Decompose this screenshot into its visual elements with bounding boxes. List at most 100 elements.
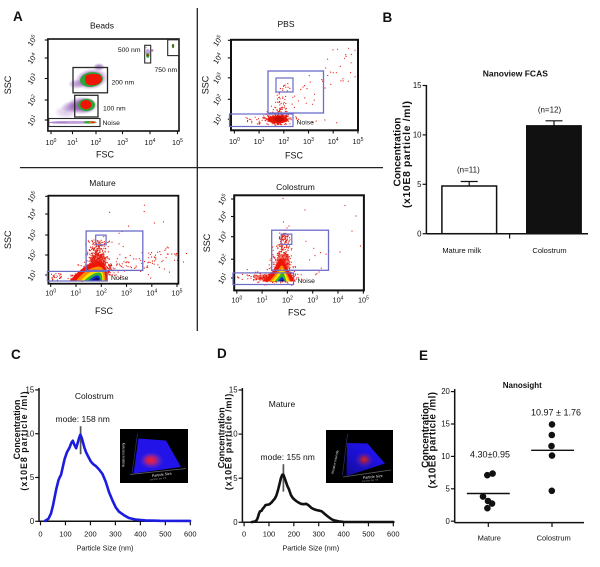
svg-text:103: 103 xyxy=(216,230,230,244)
svg-text:(n=11): (n=11) xyxy=(457,166,480,175)
svg-text:10: 10 xyxy=(413,131,422,140)
svg-text:0: 0 xyxy=(233,518,238,527)
svg-text:100: 100 xyxy=(263,530,276,539)
svg-text:Concentration: Concentration xyxy=(12,400,22,460)
svg-text:400: 400 xyxy=(337,530,350,539)
svg-text:100: 100 xyxy=(45,289,56,298)
svg-text:104: 104 xyxy=(26,207,40,221)
svg-text:(number per ml): (number per ml) xyxy=(150,476,167,481)
svg-text:104: 104 xyxy=(146,289,157,298)
svg-text:A: A xyxy=(13,9,23,24)
svg-text:FSC: FSC xyxy=(95,306,114,316)
svg-text:101: 101 xyxy=(67,138,78,147)
svg-text:100: 100 xyxy=(231,296,242,305)
svg-text:102: 102 xyxy=(216,253,230,267)
svg-text:100 nm: 100 nm xyxy=(103,106,126,113)
svg-text:Colostrum: Colostrum xyxy=(532,246,566,255)
svg-text:Particle Size (nm): Particle Size (nm) xyxy=(282,544,339,553)
svg-text:0: 0 xyxy=(30,517,35,526)
svg-text:105: 105 xyxy=(26,190,40,204)
svg-text:200 nm: 200 nm xyxy=(112,80,135,87)
svg-text:SSC: SSC xyxy=(3,230,13,249)
svg-text:B: B xyxy=(383,10,393,25)
svg-text:102: 102 xyxy=(211,93,225,107)
svg-text:105: 105 xyxy=(26,33,40,47)
svg-text:104: 104 xyxy=(328,137,339,146)
svg-text:PBS: PBS xyxy=(277,19,294,29)
svg-text:Colostrum: Colostrum xyxy=(537,534,571,543)
svg-text:FSC: FSC xyxy=(96,149,115,159)
svg-text:Particle Size: Particle Size xyxy=(363,474,383,480)
svg-text:SSC: SSC xyxy=(201,75,211,94)
svg-text:600: 600 xyxy=(184,530,197,539)
svg-text:Mature: Mature xyxy=(89,178,116,188)
svg-text:Mature: Mature xyxy=(478,534,501,543)
svg-text:15: 15 xyxy=(413,81,422,90)
svg-text:5: 5 xyxy=(30,473,35,482)
svg-text:104: 104 xyxy=(211,51,225,65)
svg-text:Concentration: Concentration xyxy=(393,117,404,186)
svg-text:101: 101 xyxy=(71,289,82,298)
svg-text:101: 101 xyxy=(216,271,230,285)
svg-text:300: 300 xyxy=(312,530,325,539)
svg-text:10: 10 xyxy=(229,430,238,439)
svg-text:SSC: SSC xyxy=(202,233,212,252)
svg-text:4.30±0.95: 4.30±0.95 xyxy=(470,450,510,460)
svg-text:15: 15 xyxy=(229,386,238,395)
svg-text:101: 101 xyxy=(26,113,40,127)
svg-text:FSC: FSC xyxy=(288,308,307,318)
svg-text:Concentration: Concentration xyxy=(217,407,227,468)
svg-text:5: 5 xyxy=(233,474,238,483)
svg-text:103: 103 xyxy=(26,72,40,86)
svg-text:300: 300 xyxy=(109,530,122,539)
svg-text:104: 104 xyxy=(216,210,230,224)
svg-text:Mature milk: Mature milk xyxy=(442,246,481,255)
svg-text:101: 101 xyxy=(254,137,265,146)
svg-text:15: 15 xyxy=(26,386,35,395)
svg-text:Colostrum: Colostrum xyxy=(75,391,114,401)
svg-text:750 nm: 750 nm xyxy=(155,67,178,74)
svg-text:200: 200 xyxy=(288,530,301,539)
svg-text:600: 600 xyxy=(387,530,400,539)
svg-text:103: 103 xyxy=(26,228,40,242)
svg-text:0: 0 xyxy=(242,530,246,539)
svg-text:105: 105 xyxy=(172,138,183,147)
svg-text:10: 10 xyxy=(26,429,35,438)
svg-text:103: 103 xyxy=(211,71,225,85)
svg-text:500 nm: 500 nm xyxy=(118,47,141,54)
svg-text:102: 102 xyxy=(91,138,102,147)
svg-text:Particle Size (nm): Particle Size (nm) xyxy=(77,544,134,553)
svg-text:103: 103 xyxy=(307,296,318,305)
svg-text:D: D xyxy=(217,346,227,361)
svg-text:100: 100 xyxy=(229,137,240,146)
svg-text:Noise: Noise xyxy=(297,119,315,126)
svg-text:mode: 158 nm: mode: 158 nm xyxy=(56,414,110,424)
svg-text:102: 102 xyxy=(26,93,40,107)
svg-text:104: 104 xyxy=(145,138,156,147)
svg-text:SSC: SSC xyxy=(3,75,13,94)
svg-text:Colostrum: Colostrum xyxy=(276,182,315,192)
svg-text:105: 105 xyxy=(216,192,230,206)
svg-text:0: 0 xyxy=(417,229,422,238)
svg-text:5: 5 xyxy=(446,484,451,493)
svg-text:Beads: Beads xyxy=(90,21,114,31)
svg-text:Particle Size: Particle Size xyxy=(152,472,172,478)
svg-text:104: 104 xyxy=(26,51,40,65)
svg-text:Noise: Noise xyxy=(103,120,121,127)
svg-text:Relative Intensity: Relative Intensity xyxy=(122,442,126,467)
svg-text:101: 101 xyxy=(257,296,268,305)
svg-text:500: 500 xyxy=(362,530,375,539)
svg-text:Nanoview FCAS: Nanoview FCAS xyxy=(483,69,549,79)
svg-text:105: 105 xyxy=(172,289,183,298)
svg-text:C: C xyxy=(11,347,21,362)
svg-text:10.97 ± 1.76: 10.97 ± 1.76 xyxy=(531,408,581,418)
svg-text:Concentration: Concentration xyxy=(421,402,432,468)
svg-text:20: 20 xyxy=(441,387,450,396)
svg-text:(x10E8 particle /ml): (x10E8 particle /ml) xyxy=(401,100,413,208)
svg-text:105: 105 xyxy=(352,137,363,146)
svg-text:102: 102 xyxy=(26,248,40,262)
svg-text:(n=12): (n=12) xyxy=(538,106,562,115)
svg-text:5: 5 xyxy=(417,180,422,189)
svg-text:Noise: Noise xyxy=(111,275,129,282)
svg-text:200: 200 xyxy=(84,530,97,539)
